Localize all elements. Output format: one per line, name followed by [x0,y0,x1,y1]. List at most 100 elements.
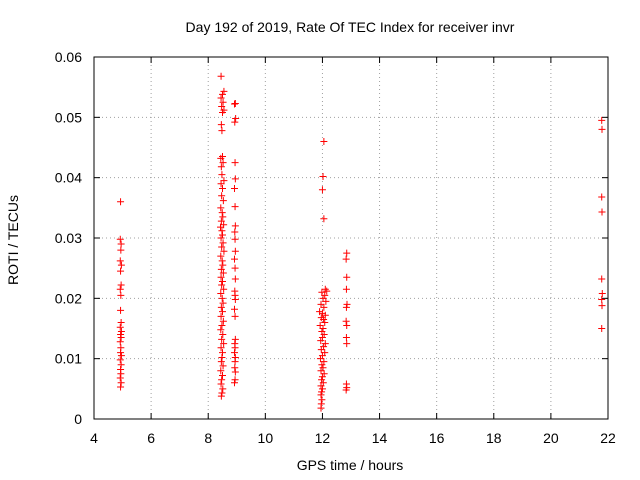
data-point [218,102,226,110]
data-point [219,185,226,193]
data-point [231,368,239,376]
data-point [220,285,228,293]
data-point [231,335,239,343]
data-point [218,321,226,329]
x-tick-label: 10 [258,430,274,446]
data-point [217,204,225,212]
x-tick-label: 6 [147,430,155,446]
data-point [220,247,228,255]
data-point [117,318,125,326]
data-point [230,379,238,387]
data-point [320,331,328,339]
data-point [231,247,239,255]
data-point [321,291,329,299]
data-point [217,380,225,388]
data-point [319,172,327,180]
data-point [320,137,328,145]
data-point [219,109,226,117]
x-tick-label: 14 [372,430,388,446]
data-point [116,338,124,346]
data-point [219,239,227,247]
data-point [117,281,125,289]
data-point [219,299,227,307]
data-point [217,217,225,225]
data-point [231,159,239,167]
data-point [342,255,350,263]
data-point [217,223,225,231]
data-point [218,171,226,179]
data-point [217,344,225,352]
data-point [117,331,125,339]
data-point [231,264,239,272]
data-point [219,277,226,285]
data-point [230,255,238,263]
data-point [217,358,225,366]
data-point [217,121,225,129]
data-point [231,175,239,183]
data-point [217,154,225,162]
data-point [318,334,326,342]
y-tick-label: 0.03 [55,230,82,246]
data-point [321,340,329,348]
data-point [230,100,238,108]
data-point [318,288,326,296]
data-point [116,285,124,293]
data-point [317,337,325,345]
data-point [343,321,351,329]
data-point [317,300,325,308]
data-point [317,346,325,354]
data-point [598,296,606,304]
data-point [218,376,226,384]
x-tick-label: 20 [543,430,559,446]
x-tick-label: 16 [429,430,445,446]
tick-labels: 4 6 8 10 12 14 16 18 20 22 0 0.01 0.02 0.03 0.04 0.05 0.… [55,49,616,446]
data-point [219,213,227,221]
data-point [217,367,225,375]
data-point [219,372,226,380]
data-point [598,116,606,124]
data-point [219,349,226,357]
y-tick-label: 0.05 [55,109,82,125]
data-point [219,231,226,239]
data-point [231,99,239,107]
x-tick-label: 18 [486,430,502,446]
data-point [343,340,351,348]
data-point [219,362,227,370]
data-point [218,257,226,265]
data-point [318,396,326,404]
data-point [231,275,239,283]
data-point [117,246,125,254]
data-point [598,325,606,332]
data-point [116,323,124,331]
data-point [318,388,326,396]
data-point [218,243,226,251]
axis-ticks [93,56,609,420]
data-point [323,287,331,295]
data-point [117,361,125,369]
data-point [218,192,226,200]
data-point [342,285,350,293]
data-point [231,118,239,126]
data-point [219,261,227,269]
data-point [219,90,226,98]
data-point [342,386,350,394]
data-point [217,72,225,80]
data-point [117,198,125,206]
data-point [219,159,227,167]
data-point [317,382,325,390]
data-point [598,208,606,216]
x-tick-label: 4 [90,430,98,446]
data-point [231,222,239,230]
data-point [231,296,239,304]
data-point [217,163,225,171]
data-point [217,303,225,311]
data-point [117,352,125,360]
data-point [117,334,125,342]
data-point [117,261,125,269]
y-tick-label: 0.02 [55,290,82,306]
data-point [342,317,350,325]
data-point [319,325,327,332]
y-tick-label: 0 [74,411,82,427]
data-point [217,326,225,334]
chart-title: Day 192 of 2019, Rate Of TEC Index for r… [186,19,515,35]
